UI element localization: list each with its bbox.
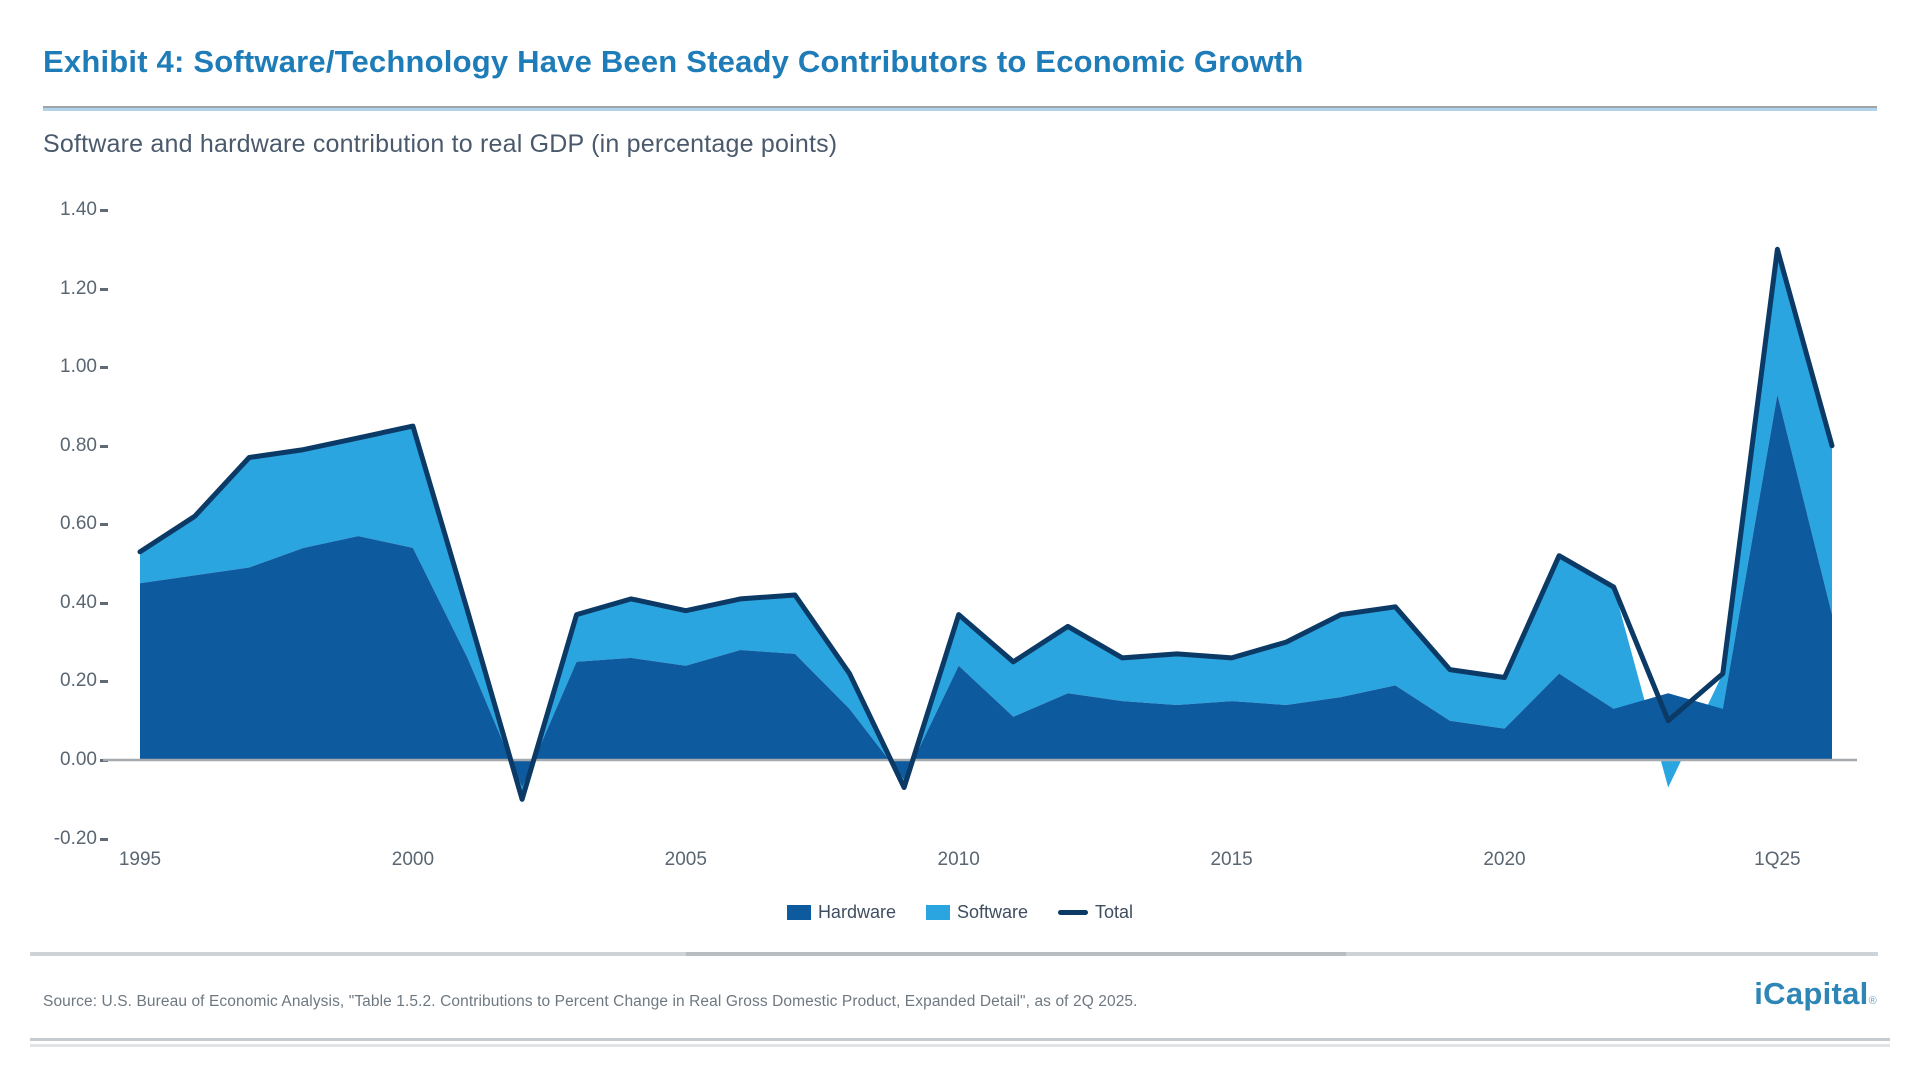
page-title: Exhibit 4: Software/Technology Have Been…: [43, 44, 1304, 79]
y-axis-tick-mark: [100, 523, 108, 527]
chart-legend: Hardware Software Total: [0, 898, 1920, 926]
bottom-divider-dark: [30, 1038, 1890, 1041]
total-line-swatch-icon: [1058, 909, 1089, 915]
x-axis-tick-label: 2015: [1210, 849, 1253, 870]
legend-item-software: Software: [925, 901, 1029, 923]
x-axis-tick-label: 2000: [391, 849, 435, 870]
title-divider-gray: [43, 106, 1877, 108]
total-line: [137, 246, 1835, 802]
legend-label-software: Software: [956, 901, 1029, 922]
y-axis-tick-mark: [100, 601, 108, 605]
footer-divider-left: [30, 952, 686, 956]
legend-item-hardware: Hardware: [786, 901, 896, 923]
x-axis-tick-label: 1995: [118, 849, 162, 870]
y-axis-tick-mark: [100, 208, 108, 212]
y-axis-tick-label: 0.40: [60, 591, 97, 613]
hardware-area: [140, 394, 1832, 788]
y-axis-tick-label: 1.20: [60, 277, 97, 299]
y-axis-tick-mark: [100, 366, 108, 370]
x-axis-tick-label: 2005: [664, 849, 707, 870]
y-axis-tick-label: 0.60: [60, 513, 97, 535]
y-axis-tick-mark: [100, 444, 108, 448]
y-axis-tick-mark: [100, 287, 108, 291]
legend-item-total: Total: [1058, 902, 1133, 923]
icapital-logo: iCapital®: [1754, 976, 1877, 1011]
legend-label-total: Total: [1095, 901, 1134, 922]
x-axis-tick-label: 1Q25: [1754, 849, 1801, 870]
footer-divider-middle: [686, 952, 1346, 956]
chart-subtitle: Software and hardware contribution to re…: [43, 130, 838, 158]
y-axis-tick-label: 0.80: [60, 434, 97, 456]
y-axis-tick-label: 0.20: [60, 670, 97, 692]
y-axis-tick-label: 0.00: [60, 749, 97, 770]
hardware-swatch-icon: [786, 904, 811, 920]
footer-divider-right: [1346, 952, 1878, 956]
source-note: Source: U.S. Bureau of Economic Analysis…: [43, 993, 1138, 1010]
y-axis-tick-label: -0.20: [53, 827, 97, 849]
y-axis-tick-mark: [100, 837, 108, 841]
legend-label-hardware: Hardware: [817, 901, 896, 922]
y-axis-tick-label: 1.40: [60, 198, 97, 220]
registered-mark: ®: [1868, 995, 1877, 1007]
x-axis-tick-label: 2020: [1483, 849, 1526, 870]
title-divider-blue: [43, 108, 1877, 111]
x-axis-tick-label: 2010: [937, 849, 980, 870]
bottom-divider-light: [30, 1044, 1890, 1047]
y-axis-tick-label: 1.00: [60, 356, 97, 378]
stacked-area-chart: [100, 190, 1860, 805]
y-axis-tick-mark: [100, 680, 108, 684]
software-swatch-icon: [925, 904, 950, 920]
